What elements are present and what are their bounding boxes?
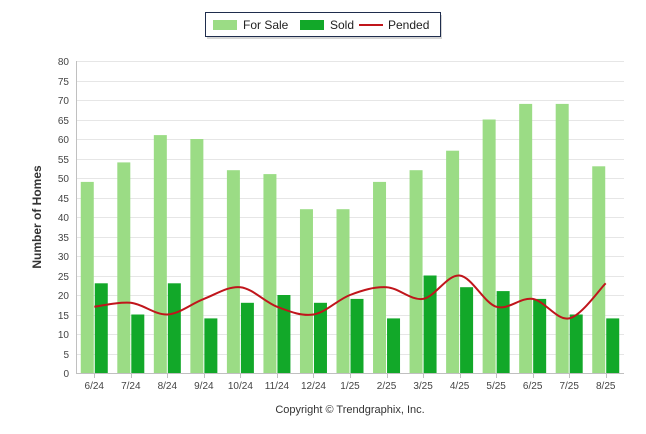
x-tick-label: 7/25 bbox=[559, 381, 579, 392]
y-tick-label: 45 bbox=[58, 194, 70, 205]
y-tick-label: 10 bbox=[58, 330, 70, 341]
x-tick-label: 3/25 bbox=[413, 381, 433, 392]
bar-for-sale bbox=[80, 181, 94, 373]
bar-for-sale bbox=[446, 150, 460, 373]
bar-for-sale bbox=[190, 139, 204, 373]
bar-for-sale bbox=[117, 162, 131, 373]
x-tick-label: 4/25 bbox=[450, 381, 470, 392]
bar-sold bbox=[496, 291, 510, 373]
x-tick-label: 6/25 bbox=[523, 381, 543, 392]
bar-for-sale bbox=[226, 170, 240, 373]
y-tick-label: 30 bbox=[58, 252, 70, 263]
y-axis-title: Number of Homes bbox=[30, 165, 44, 269]
bar-for-sale bbox=[409, 170, 423, 373]
bar-sold bbox=[423, 275, 437, 373]
axes: 0 5 10 15 20 25 30 35 40 45 50 55 60 65 70 75 80 6/24 7/24… bbox=[58, 57, 624, 392]
bar-sold bbox=[606, 318, 620, 373]
bar-sold bbox=[387, 318, 401, 373]
x-tick-label: 6/24 bbox=[85, 381, 105, 392]
y-tick-label: 40 bbox=[58, 213, 70, 224]
x-tick-label: 1/25 bbox=[340, 381, 360, 392]
x-tick-label: 8/24 bbox=[158, 381, 178, 392]
y-tick-label: 0 bbox=[63, 369, 69, 380]
x-tick-label: 5/25 bbox=[486, 381, 506, 392]
legend-label-pended: Pended bbox=[388, 18, 429, 32]
copyright-credit: Copyright © Trendgraphix, Inc. bbox=[275, 404, 424, 416]
bar-sold bbox=[204, 318, 218, 373]
bar-sold bbox=[460, 287, 474, 373]
bar-for-sale bbox=[482, 119, 496, 373]
y-tick-label: 20 bbox=[58, 291, 70, 302]
y-tick-label: 65 bbox=[58, 116, 70, 127]
bar-sold bbox=[313, 302, 327, 373]
bar-sold bbox=[277, 295, 291, 373]
bar-sold bbox=[350, 298, 364, 373]
bar-sold bbox=[533, 298, 547, 373]
legend-swatch-for-sale bbox=[213, 20, 237, 30]
y-tick-label: 60 bbox=[58, 135, 70, 146]
y-tick-label: 75 bbox=[58, 77, 70, 88]
bar-sold bbox=[131, 314, 145, 373]
legend-swatch-sold bbox=[300, 20, 324, 30]
legend-label-for-sale: For Sale bbox=[243, 18, 289, 32]
x-tick-label: 10/24 bbox=[228, 381, 253, 392]
y-tick-label: 5 bbox=[63, 350, 69, 361]
bar-for-sale bbox=[263, 174, 277, 373]
pended-line bbox=[94, 274, 607, 320]
bar-sold bbox=[569, 314, 583, 373]
y-tick-label: 15 bbox=[58, 311, 70, 322]
y-tick-label: 25 bbox=[58, 272, 70, 283]
bar-for-sale bbox=[592, 166, 606, 373]
y-tick-label: 35 bbox=[58, 233, 70, 244]
bar-for-sale bbox=[519, 103, 533, 374]
legend: For Sale Sold Pended bbox=[205, 12, 442, 39]
bar-for-sale bbox=[555, 103, 569, 374]
x-tick-label: 12/24 bbox=[301, 381, 326, 392]
y-tick-label: 80 bbox=[58, 57, 70, 68]
legend-label-sold: Sold bbox=[330, 18, 354, 32]
x-tick-label: 2/25 bbox=[377, 381, 397, 392]
bar-for-sale bbox=[299, 209, 313, 373]
grid bbox=[76, 61, 624, 374]
bar-sold bbox=[167, 283, 181, 373]
x-tick-label: 9/24 bbox=[194, 381, 214, 392]
pended-line-layer bbox=[94, 274, 607, 320]
bar-sold bbox=[94, 283, 108, 373]
x-tick-label: 8/25 bbox=[596, 381, 616, 392]
x-tick-label: 11/24 bbox=[265, 381, 290, 392]
y-tick-label: 70 bbox=[58, 96, 70, 107]
bar-for-sale bbox=[336, 209, 350, 373]
bar-for-sale bbox=[373, 181, 387, 373]
y-tick-label: 55 bbox=[58, 155, 70, 166]
bars bbox=[80, 103, 620, 374]
x-tick-label: 7/24 bbox=[121, 381, 141, 392]
bar-for-sale bbox=[153, 135, 167, 373]
y-tick-label: 50 bbox=[58, 174, 70, 185]
bar-sold bbox=[240, 302, 254, 373]
